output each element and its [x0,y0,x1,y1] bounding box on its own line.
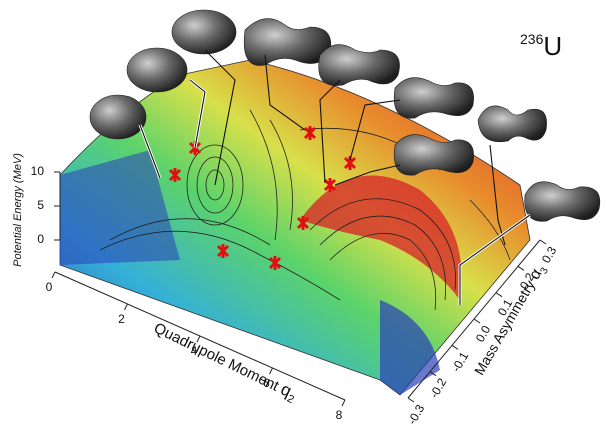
energy-tick-label: 5 [37,198,44,212]
q2-tick [341,399,346,407]
energy-tick-label: 0 [37,232,44,246]
q2-tick-label: 2 [118,312,125,326]
energy-tick-label: 10 [31,164,45,178]
alpha-tick [517,265,525,271]
q2-tick [196,335,201,343]
alpha-tick [495,292,503,298]
nucleus: 236U [520,31,562,61]
alpha-tick-label: 0.3 [539,244,560,266]
mass-number: 236 [520,31,544,47]
q2-tick-label: 0 [46,280,53,294]
q2-tick [269,367,273,375]
q2-tick-label: 4 [191,344,198,358]
q2-tick-label: 8 [336,408,343,422]
alpha-tick-label: -0.1 [449,349,472,374]
alpha-tick [539,239,547,245]
q2-tick-label: 6 [263,376,270,390]
alpha-tick-label: -0.3 [405,402,428,427]
q2-tick [51,271,56,279]
shapes [89,9,601,222]
arrows [138,49,531,305]
element: U [543,31,562,61]
alpha-tick-label: -0.2 [427,375,450,400]
alpha-tick [429,371,437,377]
alpha-tick [451,344,459,350]
q2-tick [124,303,128,311]
alpha-tick [407,397,415,403]
alpha-subscript: 3 [538,265,551,276]
energy-axis-title: Potential Energy (MeV) [12,153,24,267]
q2-subscript: 2 [285,393,296,406]
alpha-tick [473,318,481,324]
